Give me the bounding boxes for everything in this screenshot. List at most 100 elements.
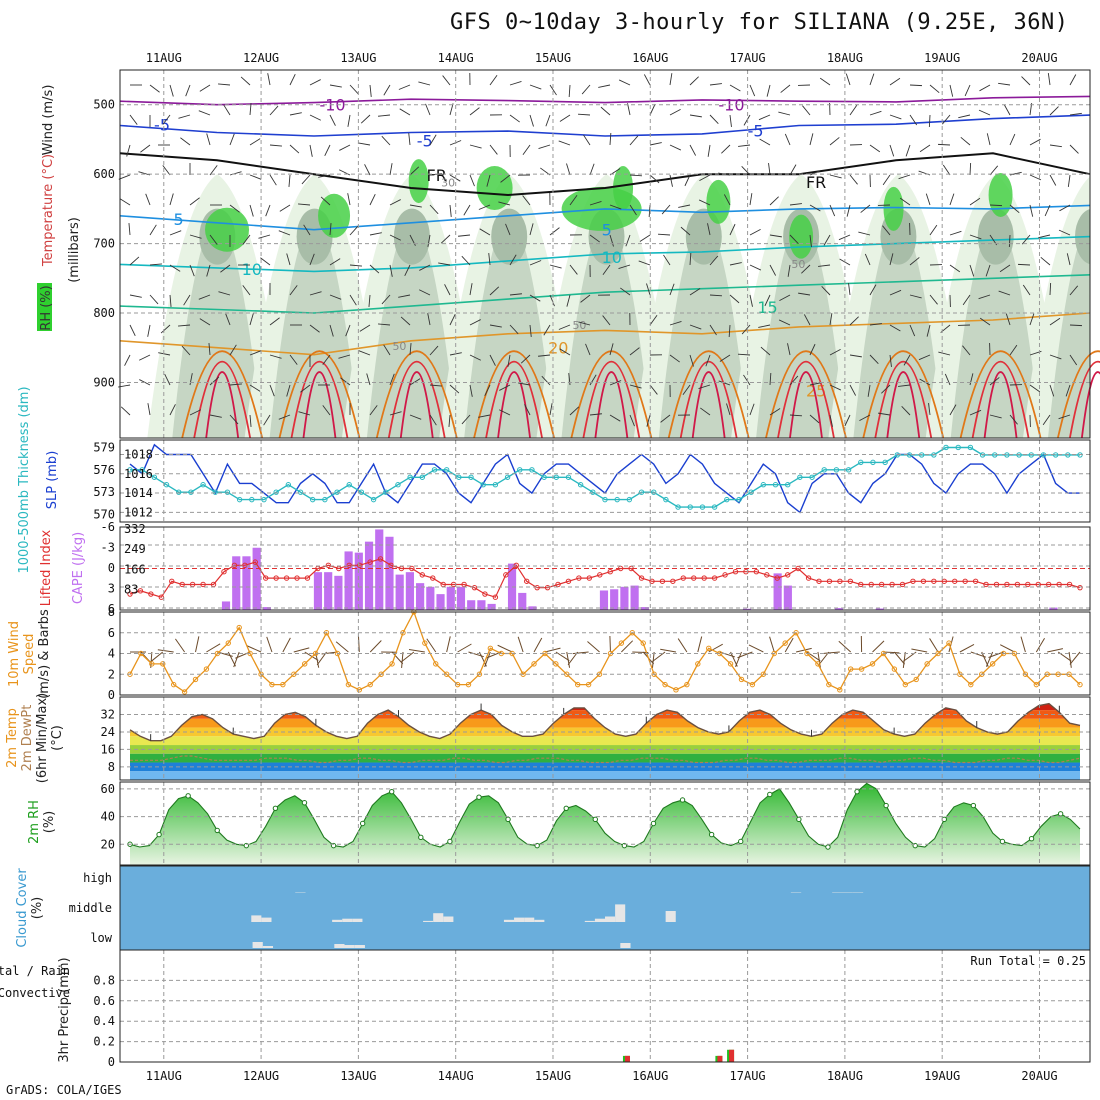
surface-temp-contour: [181, 350, 264, 439]
axis-label: Speed: [22, 634, 37, 675]
wind-barb: [269, 144, 282, 147]
wind-barb: [909, 84, 923, 87]
wind-speed-point: [553, 661, 559, 667]
lifted-index-point: [430, 575, 436, 581]
rh2m-point: [650, 820, 657, 827]
wind-barb: [449, 314, 456, 326]
lifted-index-point: [670, 578, 676, 584]
wind-barb: [119, 198, 131, 206]
wind-barb: [989, 414, 1002, 419]
lifted-index-point: [482, 591, 488, 597]
wind-barb: [469, 107, 480, 116]
wind-barb: [178, 114, 191, 119]
wind-barb: [389, 234, 401, 241]
thickness-line-point: [309, 496, 316, 503]
cape-bar: [456, 586, 466, 610]
wind-barb: [749, 403, 755, 416]
wind-speed-point: [651, 671, 657, 677]
thickness-line-point: [943, 444, 949, 451]
wind-barb: [625, 234, 631, 247]
surface-temp-contour: [777, 360, 835, 439]
temperature-tick: 32: [101, 707, 115, 721]
wind-speed-point: [673, 687, 679, 693]
wind-barb: [489, 324, 502, 328]
wind-barb-10m: [400, 651, 415, 663]
wind-barb: [509, 324, 519, 335]
rh-band-mid: [269, 208, 360, 438]
rh-legend-swatch: [37, 283, 52, 331]
wind-barb: [829, 313, 833, 326]
wind-speed-line: [129, 610, 1081, 693]
wind-speed-point: [695, 661, 701, 667]
wind-barb: [1069, 74, 1077, 86]
temperature-color-band: [130, 753, 1080, 763]
wind-barb: [520, 354, 531, 364]
thickness-line-point: [468, 474, 474, 480]
date-tick-bottom: 18AUG: [827, 1069, 863, 1083]
thickness-line-point: [553, 474, 559, 480]
wind-barb: [789, 203, 802, 206]
lifted-index-point: [764, 572, 770, 578]
lifted-index-point: [1045, 581, 1052, 588]
temperature-tick: 16: [101, 742, 115, 756]
wind-speed-tick: 4: [108, 647, 115, 661]
wind-barb: [789, 414, 803, 417]
wind-barb-10m: [369, 640, 382, 653]
wind-barb: [926, 324, 931, 337]
wind-barb: [627, 103, 631, 116]
lifted-index-point: [242, 562, 248, 569]
rh2m-point: [679, 797, 686, 803]
wind-speed-tick: 8: [108, 605, 115, 619]
axis-label: (°C): [50, 725, 65, 751]
wind-speed-point: [236, 624, 242, 631]
wind-barb: [349, 225, 359, 236]
wind-barb: [629, 414, 635, 427]
wind-barb: [162, 165, 171, 176]
wind-barb: [509, 293, 522, 296]
cape-bar: [1049, 607, 1058, 610]
wind-barb-10m: [632, 651, 649, 654]
wind-speed-point: [891, 666, 898, 672]
wind-barb: [919, 378, 931, 386]
axis-label: (%): [30, 897, 45, 920]
wind-barb: [889, 253, 894, 266]
wind-barb: [489, 144, 498, 155]
lifted-index-point: [983, 581, 989, 588]
precip-convective-bar: [717, 1055, 723, 1062]
wind-barb: [729, 294, 740, 304]
wind-barb: [928, 403, 931, 416]
lifted-index-point: [774, 575, 780, 581]
rh-moist-patch: [408, 159, 429, 204]
wind-barb: [309, 324, 320, 333]
wind-barb: [1029, 384, 1041, 393]
cloud-middle-bar: [524, 917, 535, 922]
wind-barb: [709, 83, 722, 86]
wind-barb: [209, 234, 218, 245]
wind-barb-10m: [1035, 638, 1045, 653]
cape-bar: [344, 551, 353, 610]
cape-bar: [354, 552, 363, 610]
cape-bar: [426, 586, 435, 610]
date-tick-top: 13AUG: [340, 51, 376, 65]
wind-barb: [769, 408, 781, 416]
panel-frame-prec: [119, 949, 1091, 1063]
cloud-middle-bar: [665, 911, 676, 922]
wind-barb: [309, 114, 321, 121]
surface-temp-contour: [679, 360, 738, 439]
wind-barb: [1069, 112, 1082, 116]
wind-barb: [409, 414, 422, 420]
thickness-line-point: [370, 496, 377, 503]
wind-barb: [189, 234, 202, 239]
date-tick-bottom: 14AUG: [438, 1069, 474, 1083]
wind-barb: [1009, 344, 1018, 356]
wind-barb: [425, 103, 431, 116]
wind-barb: [643, 74, 651, 86]
cape-bar: [518, 592, 527, 610]
wind-barb: [829, 414, 833, 427]
lifted-index-point: [1077, 584, 1083, 591]
wind-barb: [120, 406, 131, 416]
wind-barb-10m: [266, 636, 273, 653]
thickness-line-point: [711, 504, 718, 510]
wind-barb: [529, 294, 541, 302]
wind-barb: [846, 204, 851, 217]
